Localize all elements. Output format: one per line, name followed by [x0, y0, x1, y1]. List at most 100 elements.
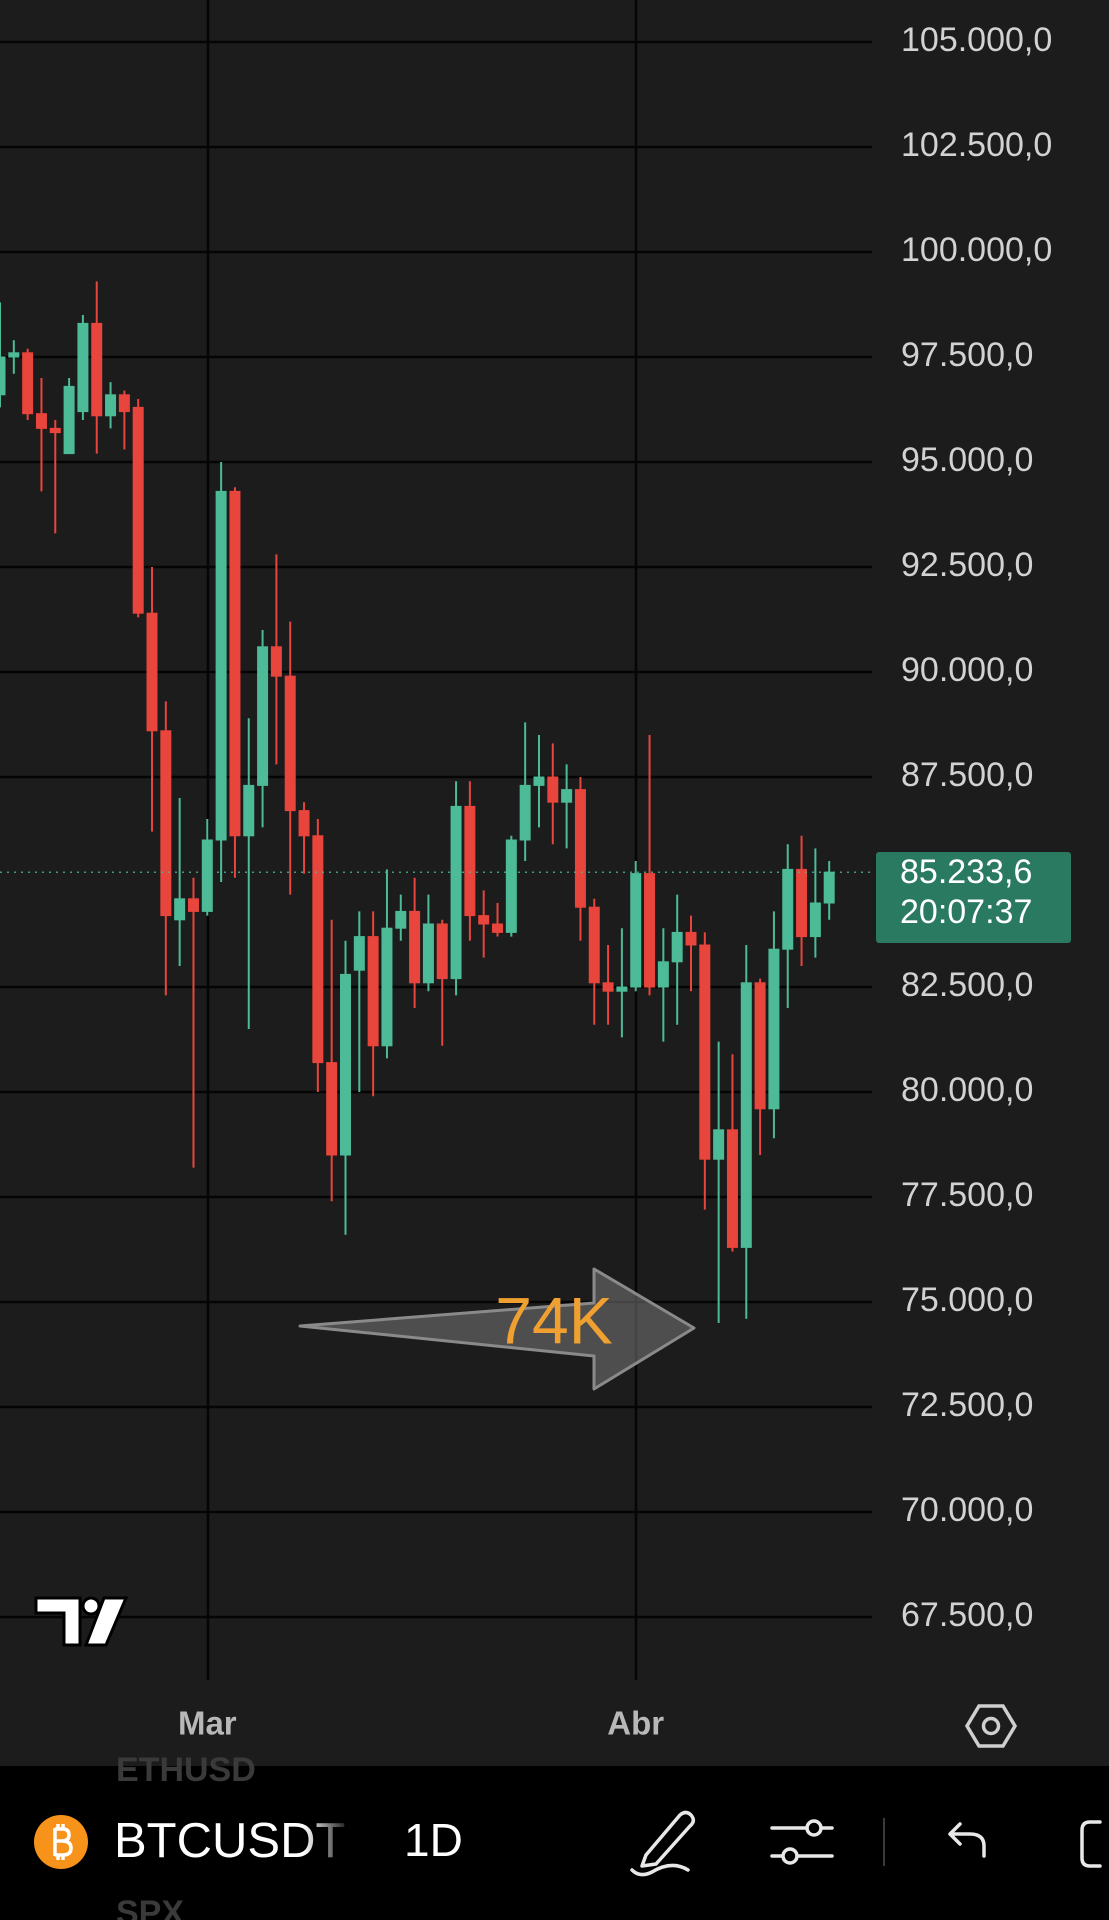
candle-body [146, 612, 158, 732]
candle-body [464, 805, 476, 917]
candle-body [340, 973, 351, 1156]
y-tick-label: 105.000,0 [901, 21, 1052, 59]
draw-icon[interactable] [630, 1810, 695, 1877]
y-tick-label: 82.500,0 [901, 966, 1033, 1004]
candle-body [671, 931, 683, 963]
candle-body [132, 406, 144, 614]
candle-body [49, 427, 61, 434]
candle-body [353, 936, 365, 971]
symbol[interactable]: BTCUSDT [114, 1814, 345, 1868]
y-tick-label: 97.500,0 [901, 336, 1033, 374]
candle-body [533, 776, 545, 786]
candle-body [561, 789, 573, 803]
candle-body [312, 835, 324, 1064]
candle-body [630, 873, 642, 988]
candle-body [602, 982, 614, 992]
candle-body [367, 936, 379, 1047]
candle-body [105, 394, 117, 417]
candle-body [436, 923, 448, 980]
candle-body [505, 839, 517, 933]
candle-body [809, 902, 821, 938]
undo-icon[interactable] [948, 1822, 986, 1858]
candle-body [174, 898, 186, 921]
candle-body [823, 871, 835, 904]
candle-body [754, 982, 766, 1110]
tradingview-logo [34, 1596, 129, 1647]
countdown: 20:07:37 [900, 893, 1032, 931]
candle-body [77, 322, 89, 413]
candle-body [616, 986, 628, 992]
candle-body [201, 839, 213, 912]
y-tick-label: 67.500,0 [901, 1596, 1033, 1634]
x-tick-label: Abr [607, 1705, 664, 1742]
candle-body [699, 944, 711, 1160]
settings-icon[interactable] [964, 1704, 1018, 1748]
y-tick-label: 75.000,0 [901, 1281, 1033, 1319]
candle-body [298, 810, 310, 837]
candle-body [35, 413, 47, 429]
candle-body [215, 490, 227, 841]
candle-body [574, 789, 586, 908]
candle-body [519, 784, 531, 841]
interval[interactable]: 1D [404, 1814, 463, 1866]
candle-body [257, 646, 269, 786]
indicators-icon[interactable] [770, 1819, 834, 1865]
grid-layer [0, 0, 872, 1680]
candle-body [588, 906, 600, 984]
candle-body [326, 1062, 338, 1156]
candle-body [22, 352, 34, 415]
candle-body [726, 1129, 738, 1248]
y-tick-label: 77.500,0 [901, 1176, 1033, 1214]
candle-body [395, 910, 407, 929]
y-tick-label: 72.500,0 [901, 1386, 1033, 1424]
bitcoin-icon [34, 1815, 88, 1869]
y-tick-label: 87.500,0 [901, 756, 1033, 794]
candle-body [409, 910, 421, 984]
candle-body [422, 923, 434, 984]
y-tick-label: 95.000,0 [901, 441, 1033, 479]
candle-body [8, 352, 20, 358]
candle-body [740, 982, 752, 1248]
candle-body [381, 927, 393, 1047]
y-tick-label: 102.500,0 [901, 126, 1052, 164]
candle-body [160, 730, 172, 917]
candle-body [91, 322, 103, 417]
y-tick-label: 90.000,0 [901, 651, 1033, 689]
candle-body [243, 784, 255, 837]
candle-body [118, 394, 130, 413]
y-tick-label: 92.500,0 [901, 546, 1033, 584]
annotation-text: 74K [495, 1283, 612, 1357]
watchlist-item[interactable]: SPX [116, 1894, 184, 1920]
candle-body [284, 675, 296, 812]
candle-body [657, 961, 669, 988]
candle-body [0, 356, 6, 396]
watchlist-item[interactable]: ETHUSD [116, 1751, 256, 1789]
fullscreen-icon[interactable] [1080, 1820, 1102, 1868]
candle-body [270, 646, 282, 677]
candle-body [782, 868, 794, 950]
y-tick-label: 70.000,0 [901, 1491, 1033, 1529]
x-tick-label: Mar [178, 1705, 237, 1742]
candle-body [478, 915, 490, 925]
overlay: 74K [0, 871, 872, 1391]
candle-body [768, 948, 780, 1110]
candle-body [492, 923, 504, 933]
toolbar [0, 1766, 1109, 1920]
candle-body [713, 1129, 725, 1160]
candle-body [450, 805, 462, 980]
candle-body [796, 868, 808, 938]
candles [0, 281, 835, 1323]
y-tick-label: 80.000,0 [901, 1071, 1033, 1109]
candle-body [644, 873, 656, 988]
annotation-arrow [298, 1267, 696, 1391]
price-axis: 67.500,0 70.000,0 72.500,0 75.000,0 77.500,0… [178, 21, 1052, 1742]
last-price-box [876, 852, 1071, 943]
candle-body [229, 490, 241, 837]
candle-body [187, 898, 199, 912]
candle-body [63, 385, 75, 455]
last-price-label: 85.233,6 [900, 853, 1032, 891]
y-tick-label: 100.000,0 [901, 231, 1052, 269]
candle-body [547, 776, 559, 803]
